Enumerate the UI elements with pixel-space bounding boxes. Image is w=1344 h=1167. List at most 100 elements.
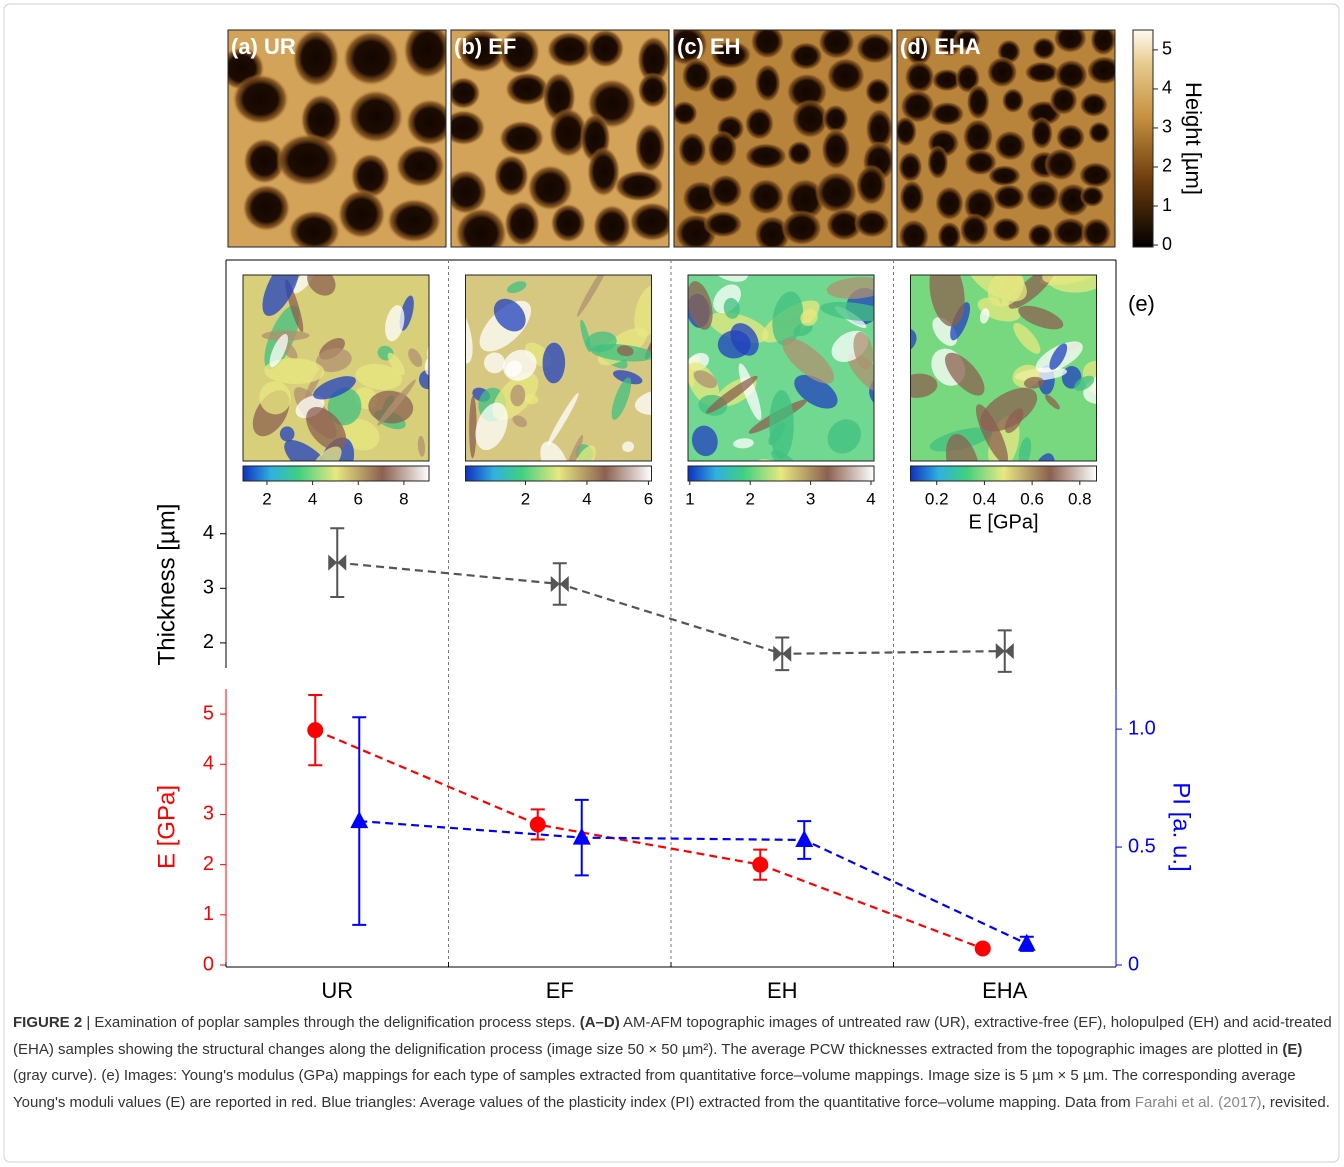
marker (1017, 933, 1036, 951)
colorbar-tick-label: 0.6 (1020, 489, 1044, 508)
map-blob (733, 438, 754, 449)
afm-border (227, 29, 447, 248)
error-bar (552, 562, 567, 606)
afm-cell (405, 98, 446, 146)
marker (529, 816, 546, 833)
map-blob (493, 298, 526, 332)
y-tick-label: 3 (203, 577, 214, 599)
marker (328, 554, 347, 571)
afm-border (450, 29, 670, 248)
y2-tick-label: 1.0 (1128, 717, 1156, 739)
colorbar (1132, 29, 1154, 248)
afm-cell (931, 68, 963, 92)
x-tick-label: EHA (982, 978, 1028, 1003)
caption-link[interactable]: Farahi et al. (2017) (1134, 1093, 1262, 1111)
afm-cell (708, 173, 743, 209)
afm-cell (1025, 179, 1061, 212)
afm-cell (347, 89, 404, 144)
afm-cell (337, 189, 386, 239)
afm-cell (707, 130, 738, 168)
afm-cell (681, 58, 713, 94)
afm-image (228, 30, 446, 247)
afm-image (897, 30, 1115, 247)
map-blob (259, 381, 291, 415)
colorbar-tick-label: 4 (582, 489, 591, 508)
colorbar-tick-label: 0.2 (925, 489, 949, 508)
afm-cell (855, 32, 892, 65)
marker (550, 575, 569, 592)
modulus-map (688, 275, 874, 461)
modulus-map (910, 275, 1097, 461)
afm-cell (586, 30, 625, 68)
afm-cell (747, 178, 785, 216)
caption-text: AM-AFM topographic images of untreated r… (13, 1014, 1332, 1058)
afm-cell (993, 130, 1027, 162)
map-blob (769, 389, 794, 459)
afm-cell (1055, 123, 1086, 152)
map-border (242, 274, 430, 462)
afm-cell (821, 128, 851, 171)
afm-cell (822, 104, 849, 134)
marker (773, 645, 792, 662)
map-blob (622, 441, 635, 453)
panel-label: (b) EF (454, 34, 516, 59)
afm-cell (1089, 30, 1115, 57)
afm-cell (527, 164, 574, 211)
afm-cell (1051, 217, 1089, 247)
map-blob (307, 275, 336, 296)
colorbar-tick-label: 6 (354, 489, 363, 508)
map-blob (547, 392, 579, 446)
afm-cell (493, 154, 529, 198)
afm-border (673, 29, 893, 248)
colorbar-tick-label: 2 (745, 489, 754, 508)
map-blob (262, 275, 300, 316)
figure-border (3, 3, 1340, 1163)
afm-cell (899, 179, 925, 216)
map-blob (506, 281, 527, 294)
map-blob (1018, 437, 1032, 461)
map-blob (484, 352, 506, 374)
modulus-map (243, 275, 429, 461)
afm-cell (1027, 222, 1054, 247)
afm-cell (674, 30, 709, 67)
afm-cell (677, 131, 707, 168)
x-tick-label: EH (767, 978, 798, 1003)
panel-label: (d) EHA (900, 34, 981, 59)
map-blob (1074, 375, 1095, 391)
afm-cell (614, 170, 665, 202)
y-tick-label: 0 (203, 953, 214, 975)
colorbar-tick-label: 6 (644, 489, 653, 508)
map-blob (269, 334, 288, 368)
map-colorbar (910, 465, 1097, 482)
afm-cell (674, 100, 699, 127)
map-blob (910, 373, 938, 398)
afm-cell (1081, 217, 1112, 247)
marker (974, 940, 991, 957)
afm-cell (342, 30, 400, 86)
afm-cell (936, 221, 962, 247)
map-blob (634, 389, 652, 415)
afm-cell (288, 210, 341, 247)
colorbar-tick-label: 0 (1162, 234, 1172, 254)
afm-cell (753, 215, 791, 247)
map-blob (826, 277, 874, 299)
map-blob (693, 370, 717, 389)
map-blob (616, 345, 634, 357)
marker (752, 856, 769, 873)
map-blob (847, 353, 874, 395)
afm-cell (386, 198, 442, 243)
panel-label: (c) EH (677, 34, 741, 59)
afm-cell (548, 107, 588, 158)
marker (995, 643, 1014, 660)
colorbar-tick-label: 5 (1162, 39, 1172, 59)
afm-cell (550, 203, 587, 243)
afm-cell (1031, 36, 1057, 61)
afm-cell (1049, 85, 1079, 116)
afm-cell (987, 164, 1022, 187)
afm-cell (403, 30, 446, 79)
series-line (359, 820, 1028, 945)
afm-cell (232, 73, 290, 125)
map-blob (688, 281, 713, 330)
afm-cell (498, 120, 545, 157)
